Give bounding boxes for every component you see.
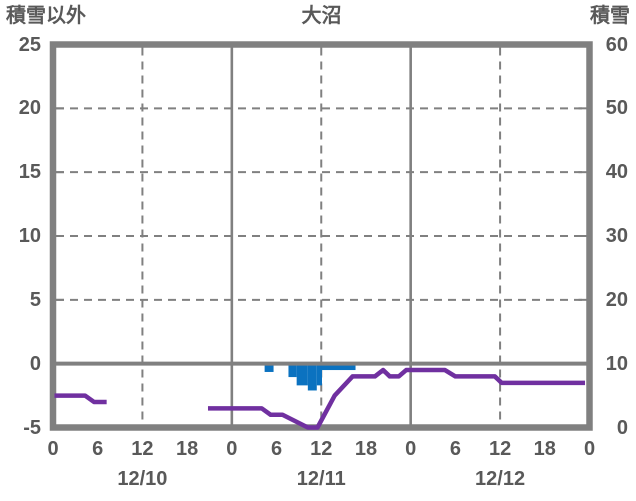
hourly-bars-bar [316, 363, 322, 386]
hourly-bars-bar [288, 363, 297, 378]
snow-depth-line [54, 393, 107, 405]
plot-frame [49, 41, 593, 431]
snow-depth-line [207, 367, 586, 430]
right-axis-title: 積雪 [590, 5, 630, 27]
chart-title: 大沼 [301, 5, 342, 27]
hourly-bars-bar [307, 363, 317, 391]
hourly-bars-bar [264, 363, 274, 372]
hourly-bars-bar [321, 363, 356, 371]
left-axis-title: 積雪以外 [6, 5, 86, 27]
hourly-bars-bar [296, 363, 308, 386]
